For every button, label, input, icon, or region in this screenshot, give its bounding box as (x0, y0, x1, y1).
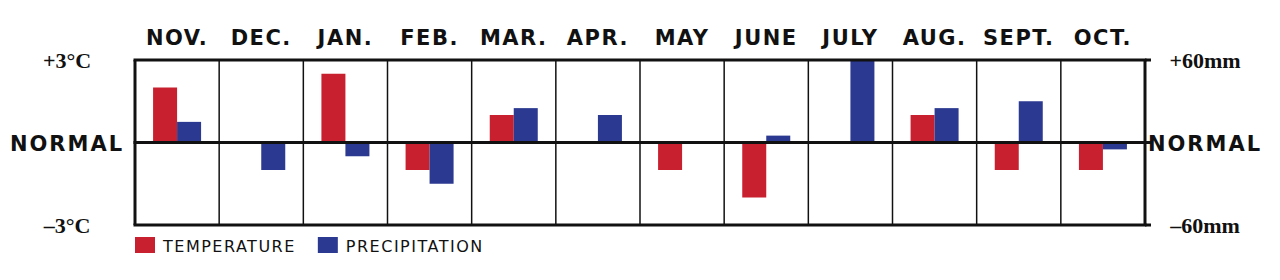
bar (1019, 101, 1043, 142)
y-tick-label: –3°C (43, 213, 91, 238)
category-label: AUG. (903, 26, 967, 50)
category-label: FEB. (400, 26, 459, 50)
bar (911, 115, 935, 143)
legend-swatch (135, 237, 155, 253)
category-label: SEPT. (983, 26, 1054, 50)
legend-label: PRECIPITATION (346, 237, 484, 256)
category-label: NOV. (146, 26, 208, 50)
bar (514, 108, 538, 142)
category-label: JAN. (316, 26, 374, 50)
category-label: JULY (820, 26, 878, 50)
legend-swatch (318, 237, 338, 253)
y2-tick-label: –60mm (1169, 213, 1240, 238)
bar (177, 122, 201, 143)
y2-tick-label: NORMAL (1148, 132, 1262, 156)
bar (406, 143, 430, 171)
tick-mark (1145, 224, 1151, 227)
bar (995, 143, 1019, 171)
bar (598, 115, 622, 143)
bar (345, 143, 369, 157)
bar (742, 143, 766, 198)
y-tick-label: +3°C (43, 48, 91, 73)
category-label: MAY (655, 26, 710, 50)
bar (1079, 143, 1103, 171)
bar (490, 115, 514, 143)
category-label: OCT. (1074, 26, 1132, 50)
y2-tick-label: +60mm (1169, 48, 1240, 73)
category-label: JUNE (733, 26, 798, 50)
bar (850, 60, 874, 143)
tick-mark (1145, 59, 1151, 62)
tick-line (134, 59, 1147, 62)
bar (430, 143, 454, 184)
tick-line (134, 141, 1147, 144)
legend-label: TEMPERATURE (162, 237, 296, 256)
bar (321, 74, 345, 143)
category-label: DEC. (231, 26, 292, 50)
tick-line (134, 224, 1147, 227)
bar (153, 88, 177, 143)
category-label: MAR. (480, 26, 548, 50)
chart: NOV. DEC. JAN. FEB. MAR. APR. MAY JUNE JULY AUG. S… (0, 0, 1280, 280)
category-label: APR. (567, 26, 629, 50)
y-tick-label: NORMAL (10, 132, 124, 156)
bar (935, 108, 959, 142)
bar (261, 143, 285, 171)
bar (658, 143, 682, 171)
